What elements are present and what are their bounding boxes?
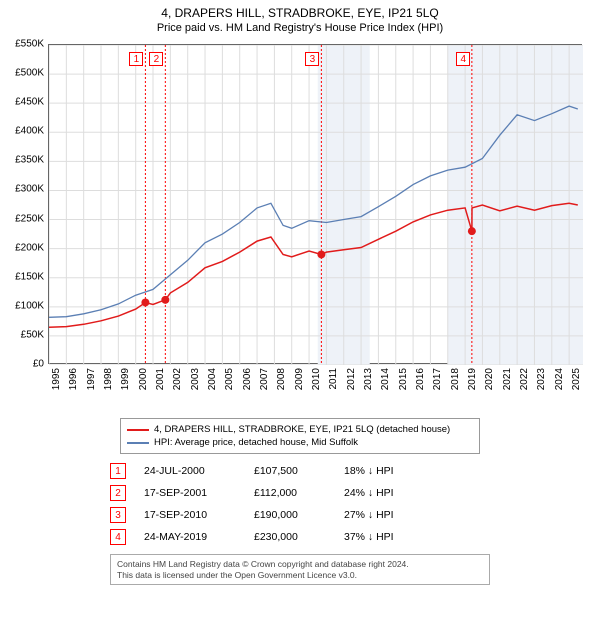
transaction-marker: 1 — [110, 463, 126, 479]
y-tick-label: £500K — [15, 68, 44, 79]
x-tick-label: 2019 — [467, 368, 478, 390]
transactions-table: 1 24-JUL-2000£107,50018% ↓ HPI 2 17-SEP-200… — [110, 460, 490, 548]
transaction-row: 2 17-SEP-2001£112,00024% ↓ HPI — [110, 482, 490, 504]
x-tick-label: 2005 — [224, 368, 235, 390]
x-axis: 1995 1996 1997 1998 1999 2000 2001 2002 2003 2004… — [48, 366, 582, 416]
x-tick-label: 1997 — [86, 368, 97, 390]
y-tick-label: £350K — [15, 155, 44, 166]
chart-title: 4, DRAPERS HILL, STRADBROKE, EYE, IP21 5… — [8, 6, 592, 20]
y-tick-label: £400K — [15, 126, 44, 137]
x-tick-label: 2014 — [380, 368, 391, 390]
x-tick-label: 2000 — [138, 368, 149, 390]
x-tick-label: 2001 — [155, 368, 166, 390]
y-tick-label: £300K — [15, 184, 44, 195]
transaction-date: 24-JUL-2000 — [144, 465, 254, 477]
x-tick-label: 2017 — [432, 368, 443, 390]
x-tick-label: 2002 — [172, 368, 183, 390]
x-tick-label: 2022 — [519, 368, 530, 390]
transaction-date: 24-MAY-2019 — [144, 531, 254, 543]
transaction-price: £190,000 — [254, 509, 344, 521]
transaction-marker: 3 — [110, 507, 126, 523]
x-tick-label: 1995 — [51, 368, 62, 390]
y-tick-label: £550K — [15, 39, 44, 50]
transaction-price: £107,500 — [254, 465, 344, 477]
x-tick-label: 2012 — [346, 368, 357, 390]
y-tick-label: £450K — [15, 97, 44, 108]
chart-marker: 1 — [129, 52, 143, 66]
footer-attribution: Contains HM Land Registry data © Crown c… — [110, 554, 490, 585]
x-tick-label: 1996 — [68, 368, 79, 390]
legend: 4, DRAPERS HILL, STRADBROKE, EYE, IP21 5… — [120, 418, 480, 454]
x-tick-label: 2024 — [554, 368, 565, 390]
x-tick-label: 2021 — [502, 368, 513, 390]
plot — [48, 44, 582, 364]
x-tick-label: 2016 — [415, 368, 426, 390]
chart-marker: 3 — [305, 52, 319, 66]
footer-line: This data is licensed under the Open Gov… — [117, 570, 483, 581]
x-tick-label: 2015 — [398, 368, 409, 390]
transaction-delta: 24% ↓ HPI — [344, 487, 490, 499]
legend-swatch — [127, 429, 149, 431]
transaction-marker: 4 — [110, 529, 126, 545]
transaction-row: 1 24-JUL-2000£107,50018% ↓ HPI — [110, 460, 490, 482]
transaction-price: £230,000 — [254, 531, 344, 543]
legend-row: 4, DRAPERS HILL, STRADBROKE, EYE, IP21 5… — [127, 423, 473, 436]
y-axis: £0£50K£100K£150K£200K£250K£300K£350K£400… — [8, 44, 48, 364]
legend-row: HPI: Average price, detached house, Mid … — [127, 436, 473, 449]
x-tick-label: 2003 — [190, 368, 201, 390]
transaction-marker: 2 — [110, 485, 126, 501]
x-tick-label: 2006 — [242, 368, 253, 390]
y-tick-label: £150K — [15, 271, 44, 282]
y-tick-label: £250K — [15, 213, 44, 224]
transaction-price: £112,000 — [254, 487, 344, 499]
y-tick-label: £100K — [15, 300, 44, 311]
chart-marker: 2 — [149, 52, 163, 66]
x-tick-label: 2011 — [328, 368, 339, 390]
x-tick-label: 2025 — [571, 368, 582, 390]
plot-svg — [49, 45, 583, 365]
transaction-delta: 27% ↓ HPI — [344, 509, 490, 521]
x-tick-label: 1998 — [103, 368, 114, 390]
x-tick-label: 2020 — [484, 368, 495, 390]
y-tick-label: £200K — [15, 242, 44, 253]
chart-area: £0 £50K £100K £150K £200K £250K £300K £350K £400… — [8, 38, 592, 418]
footer-line: Contains HM Land Registry data © Crown c… — [117, 559, 483, 570]
transaction-row: 4 24-MAY-2019£230,00037% ↓ HPI — [110, 526, 490, 548]
x-tick-label: 2007 — [259, 368, 270, 390]
x-tick-label: 2018 — [450, 368, 461, 390]
legend-swatch — [127, 442, 149, 444]
y-tick-label: £0 — [33, 359, 44, 370]
y-tick-label: £50K — [21, 329, 44, 340]
transaction-delta: 18% ↓ HPI — [344, 465, 490, 477]
legend-label: 4, DRAPERS HILL, STRADBROKE, EYE, IP21 5… — [154, 424, 450, 435]
x-tick-label: 2023 — [536, 368, 547, 390]
x-tick-label: 2010 — [311, 368, 322, 390]
chart-subtitle: Price paid vs. HM Land Registry's House … — [8, 22, 592, 34]
x-tick-label: 2013 — [363, 368, 374, 390]
transaction-row: 3 17-SEP-2010£190,00027% ↓ HPI — [110, 504, 490, 526]
transaction-date: 17-SEP-2010 — [144, 509, 254, 521]
x-tick-label: 2008 — [276, 368, 287, 390]
x-tick-label: 2009 — [294, 368, 305, 390]
x-tick-label: 1999 — [120, 368, 131, 390]
x-tick-label: 2004 — [207, 368, 218, 390]
chart-marker: 4 — [456, 52, 470, 66]
transaction-date: 17-SEP-2001 — [144, 487, 254, 499]
legend-label: HPI: Average price, detached house, Mid … — [154, 437, 358, 448]
transaction-delta: 37% ↓ HPI — [344, 531, 490, 543]
